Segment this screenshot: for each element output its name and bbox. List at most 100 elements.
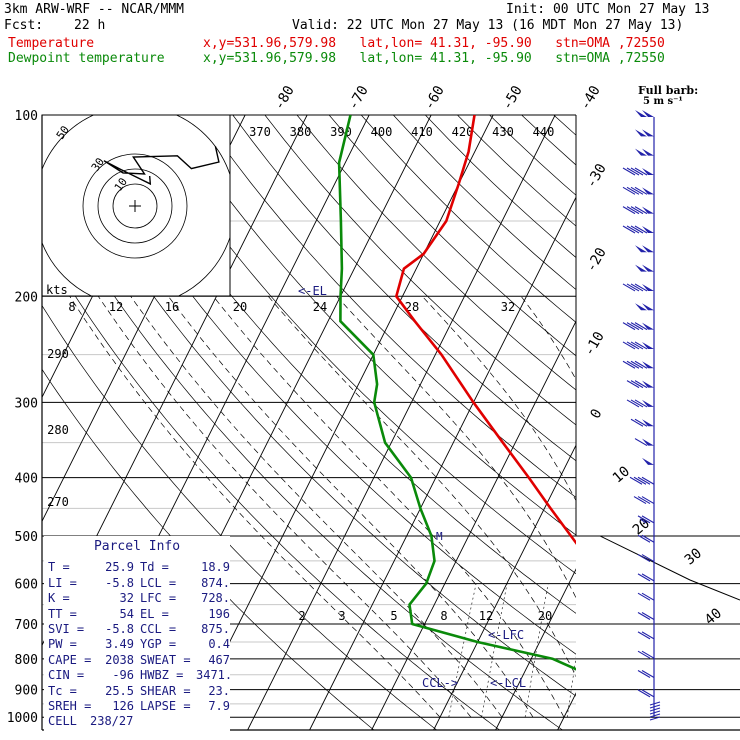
parcel-param-name: SWEAT = bbox=[140, 652, 191, 667]
dry-adiabat bbox=[489, 115, 576, 196]
speed-label: 32 bbox=[501, 300, 515, 314]
parcel-param-value: -5.8 bbox=[105, 622, 134, 637]
parcel-param-value: 7.9 bbox=[208, 699, 230, 714]
wind-barb bbox=[622, 322, 654, 331]
barb-flag bbox=[626, 225, 640, 234]
valid-time: Valid: 22 UTC Mon 27 May 13 (16 MDT Mon … bbox=[292, 18, 684, 33]
barb-flag bbox=[626, 186, 640, 195]
wind-barb bbox=[637, 612, 655, 621]
wind-barb bbox=[630, 418, 654, 427]
barb-flag bbox=[622, 206, 636, 215]
parcel-param-value: 874. bbox=[201, 575, 230, 590]
barb-flag bbox=[622, 360, 636, 369]
barb-flag bbox=[626, 399, 640, 408]
barb-pennant bbox=[642, 148, 654, 156]
parcel-param-name: EL = bbox=[140, 606, 169, 621]
parcel-param-name: PW = bbox=[48, 637, 77, 652]
barb-flag bbox=[622, 322, 636, 331]
mixing-ratio-line bbox=[655, 584, 671, 718]
near-surface-barb bbox=[649, 710, 661, 715]
dry-adiabat bbox=[136, 115, 576, 575]
barb-flag bbox=[622, 341, 636, 350]
barb-legend-unit: 5 m s⁻¹ bbox=[643, 96, 683, 107]
dewpoint-legend-info: x,y=531.96,579.98 lat,lon= 41.31, -95.90… bbox=[203, 51, 665, 66]
wind-barb bbox=[637, 534, 655, 543]
barb-pennant bbox=[635, 264, 647, 272]
barb-pennant bbox=[642, 225, 654, 233]
pressure-tick-label: 300 bbox=[15, 396, 38, 411]
dry-adiabat bbox=[586, 115, 740, 730]
barb-flag bbox=[637, 631, 651, 640]
barb-flag bbox=[637, 515, 651, 524]
parcel-param-name: Tc = bbox=[48, 683, 77, 698]
near-surface-barb bbox=[649, 713, 661, 718]
wind-barb bbox=[637, 670, 655, 678]
parcel-param-name: HWBZ = bbox=[140, 668, 184, 683]
parcel-param-name: TT = bbox=[48, 606, 77, 621]
mixing-ratio-label: 8 bbox=[440, 609, 447, 623]
speed-label: 12 bbox=[109, 300, 123, 314]
barb-flag bbox=[626, 283, 640, 292]
parcel-info-row: LI = -5.8 LCL = 874. bbox=[44, 576, 230, 591]
barb-flag bbox=[633, 476, 647, 485]
barb-flag bbox=[630, 322, 644, 331]
barb-pennant bbox=[642, 129, 654, 137]
barb-flag bbox=[634, 206, 648, 215]
isotherm-label: 10 bbox=[610, 463, 633, 486]
barb-flag bbox=[634, 438, 648, 447]
model-title: 3km ARW-WRF -- NCAR/MMM bbox=[4, 2, 185, 17]
speed-label: 24 bbox=[313, 300, 327, 314]
barb-flag bbox=[637, 476, 651, 485]
dry-adiabat bbox=[296, 115, 576, 391]
theta-e-label: 270 bbox=[47, 495, 69, 509]
level-annotation: <-EL bbox=[298, 284, 327, 298]
barb-flag bbox=[637, 573, 651, 582]
parcel-param-value: 3471. bbox=[196, 668, 233, 683]
isotherm-label: -80 bbox=[271, 83, 298, 113]
parcel-param-value: 2038 bbox=[105, 652, 134, 667]
barb-flag bbox=[629, 476, 643, 485]
freezing-level-marker: M bbox=[436, 530, 443, 543]
parcel-param-value: -96 bbox=[112, 668, 134, 683]
barb-pennant bbox=[642, 187, 654, 195]
isotherm bbox=[620, 115, 740, 730]
barb-flag bbox=[641, 612, 655, 621]
barb-pennant bbox=[642, 380, 654, 388]
temperature-legend-info: x,y=531.96,579.98 lat,lon= 41.31, -95.90… bbox=[203, 36, 665, 51]
parcel-param-name: Td = bbox=[140, 560, 169, 575]
theta-e-label: 290 bbox=[47, 347, 69, 361]
barb-flag bbox=[634, 167, 648, 176]
hodograph-ring-label: 10 bbox=[112, 175, 130, 193]
parcel-info-row: SREH = 126 LAPSE = 7.9 bbox=[44, 699, 230, 714]
parcel-info-cell-row: CELL 238/27 bbox=[44, 714, 230, 729]
barb-pennant bbox=[642, 283, 654, 291]
wind-barb bbox=[634, 438, 654, 447]
barb-flag bbox=[634, 186, 648, 195]
mixing-ratio-label: 2 bbox=[298, 609, 305, 623]
moist-adiabat bbox=[268, 296, 576, 678]
parcel-param-name: SHEAR = bbox=[140, 683, 191, 698]
barb-flag bbox=[641, 650, 655, 659]
wind-barb bbox=[633, 496, 655, 505]
pressure-tick-label: 400 bbox=[15, 472, 38, 487]
parcel-param-value: 18.9 bbox=[201, 560, 230, 575]
dewpoint-profile bbox=[337, 115, 576, 671]
near-surface-barb bbox=[649, 704, 661, 709]
hodograph bbox=[42, 115, 230, 296]
parcel-param-value: 0.4 bbox=[208, 637, 230, 652]
theta-label: 440 bbox=[533, 125, 555, 139]
dry-adiabat bbox=[104, 115, 576, 614]
barb-flag bbox=[634, 418, 648, 427]
wind-barb bbox=[622, 341, 654, 350]
barb-pennant bbox=[642, 419, 654, 427]
hodograph-trace bbox=[103, 146, 220, 186]
barb-flag bbox=[622, 283, 636, 292]
pressure-tick-label: 600 bbox=[15, 578, 38, 593]
init-time: Init: 00 UTC Mon 27 May 13 bbox=[506, 2, 710, 17]
barb-flag bbox=[630, 341, 644, 350]
level-annotation: <-LCL bbox=[490, 676, 526, 690]
parcel-cell-value: 238/27 bbox=[90, 714, 134, 729]
barb-flag bbox=[641, 670, 655, 678]
theta-label: 420 bbox=[452, 125, 474, 139]
